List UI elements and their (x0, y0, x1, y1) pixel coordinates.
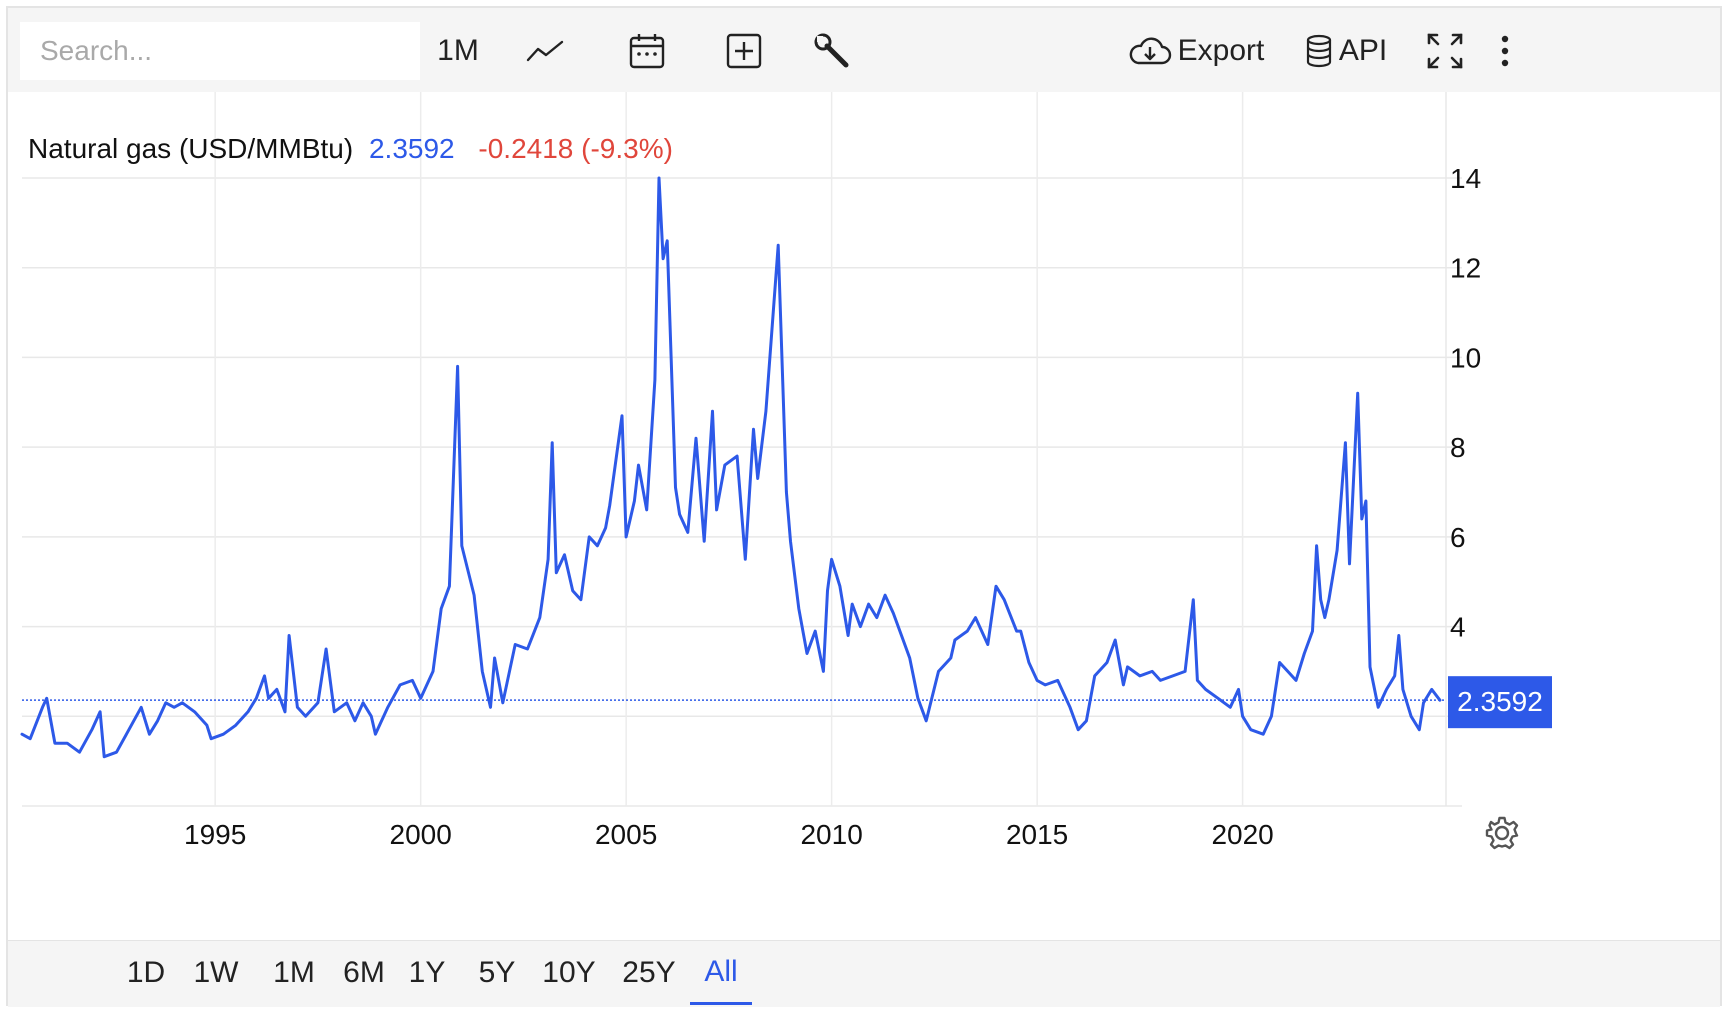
range-button-1y[interactable]: 1Y (408, 956, 446, 989)
chart-area[interactable]: 4 6 8 10 12 14 1995 2000 2005 2010 2015 2020 2.359… (8, 92, 1720, 940)
last-value-badge: 2.3592 (1448, 676, 1552, 729)
range-button-6m[interactable]: 6M (343, 956, 385, 989)
toolbar: 1M (8, 8, 1720, 92)
more-vert-icon (1501, 35, 1509, 67)
wrench-icon (814, 33, 849, 68)
export-label: Export (1177, 34, 1265, 67)
export-button[interactable]: Export (1126, 22, 1266, 80)
y-tick-label: 10 (1450, 342, 1481, 373)
range-button-1d[interactable]: 1D (126, 956, 166, 989)
range-button-25y[interactable]: 25Y (622, 956, 676, 989)
y-tick-label: 12 (1450, 253, 1481, 284)
database-icon (1306, 34, 1331, 68)
legend: Natural gas (USD/MMBtu) 2.3592 -0.2418 (… (28, 133, 673, 164)
chart-svg: 4 6 8 10 12 14 1995 2000 2005 2010 2015 2020 2.359… (20, 92, 1552, 850)
series-line-natural-gas (20, 176, 1442, 759)
search-input[interactable] (20, 22, 420, 80)
legend-change: -0.2418 (-9.3%) (478, 133, 673, 164)
x-tick-label: 2020 (1211, 819, 1273, 850)
range-bar: 1D 1W 1M 6M 1Y 5Y 10Y 25Y All (8, 940, 1720, 1007)
range-button-all[interactable]: All (690, 941, 752, 1005)
x-tick-label: 2010 (800, 819, 862, 850)
range-button-1w[interactable]: 1W (193, 956, 239, 989)
y-tick-label: 8 (1450, 432, 1466, 463)
interval-button[interactable]: 1M (428, 22, 488, 80)
last-value-label: 2.3592 (1457, 686, 1543, 717)
date-range-button[interactable] (620, 22, 674, 80)
y-tick-label: 14 (1450, 163, 1481, 194)
fullscreen-button[interactable] (1422, 22, 1468, 80)
api-button[interactable]: API (1296, 22, 1396, 80)
range-button-10y[interactable]: 10Y (542, 956, 596, 989)
gear-icon (1485, 816, 1519, 850)
calendar-icon (629, 34, 665, 69)
chart-settings-button[interactable] (1485, 816, 1519, 850)
cloud-download-icon (1129, 37, 1171, 65)
range-button-1m[interactable]: 1M (273, 956, 315, 989)
x-tick-label: 1995 (184, 819, 246, 850)
legend-series-name: Natural gas (USD/MMBtu) (28, 133, 353, 164)
api-label: API (1338, 34, 1388, 67)
fullscreen-icon (1427, 33, 1463, 69)
chart-widget: 1M (6, 6, 1722, 1007)
x-tick-label: 2005 (595, 819, 657, 850)
chart-type-button[interactable] (520, 22, 570, 80)
legend-value: 2.3592 (369, 133, 455, 164)
range-button-5y[interactable]: 5Y (478, 956, 516, 989)
add-box-icon (726, 33, 762, 69)
x-tick-label: 2015 (1006, 819, 1068, 850)
y-tick-label: 6 (1450, 522, 1466, 553)
interval-label: 1M (437, 34, 479, 67)
tools-button[interactable] (808, 22, 856, 80)
y-tick-label: 4 (1450, 612, 1466, 643)
add-indicator-button[interactable] (720, 22, 768, 80)
more-options-button[interactable] (1490, 22, 1520, 80)
line-chart-icon (526, 40, 564, 62)
x-tick-label: 2000 (390, 819, 452, 850)
